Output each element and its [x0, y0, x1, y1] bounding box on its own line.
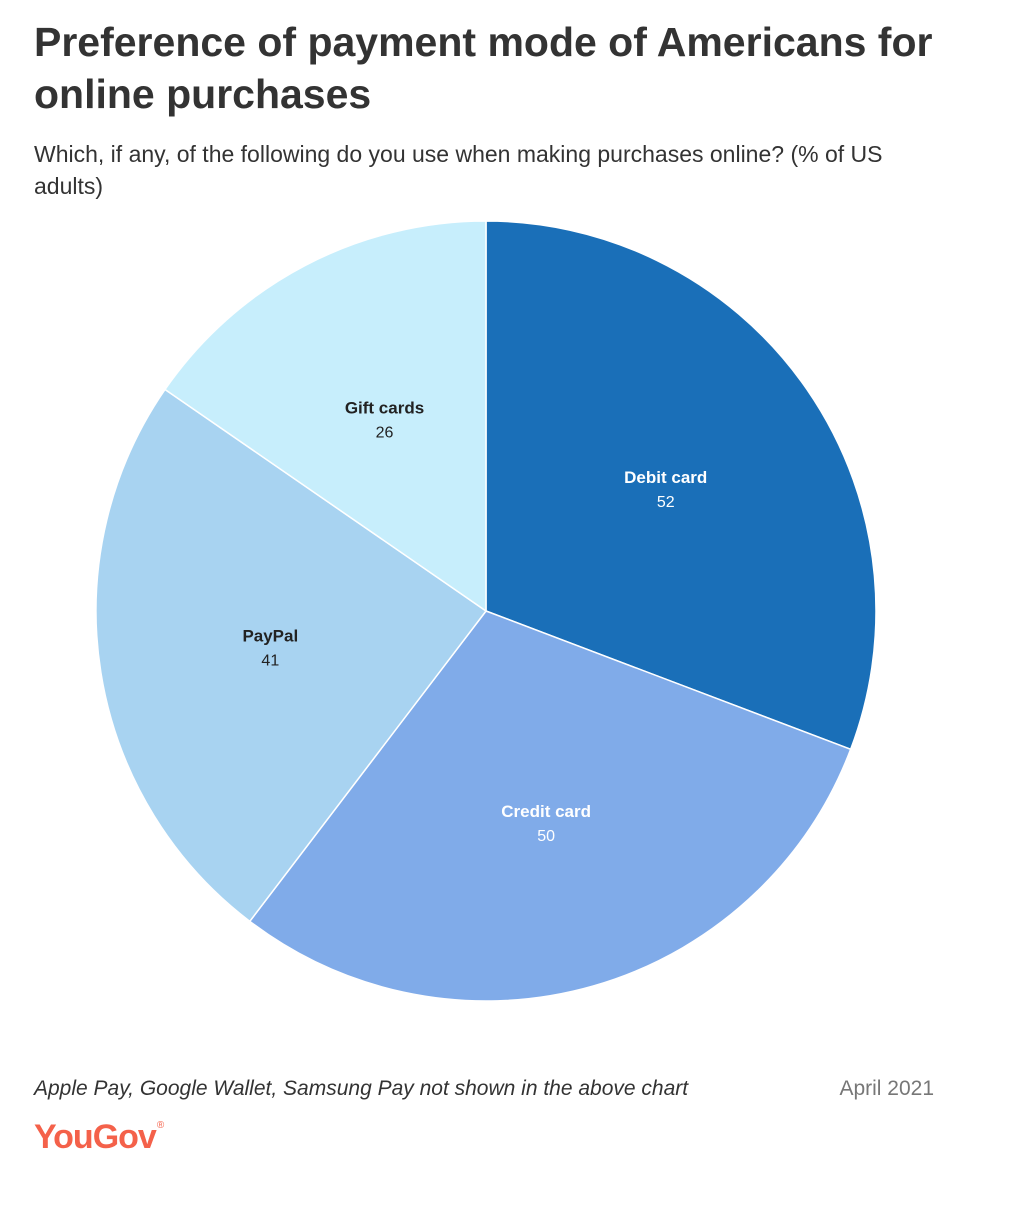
footnote: Apple Pay, Google Wallet, Samsung Pay no… [34, 1077, 689, 1100]
pie-slice-credit-card [248, 610, 852, 1002]
pie-chart: Debit card 52 Credit card 50 PayPal 41 Gift ca… [95, 220, 877, 1002]
slice-label-paypal: PayPal [242, 626, 298, 645]
slice-label-credit-card: Credit card [501, 802, 591, 821]
slice-value-debit-card: 52 [657, 494, 675, 511]
slice-label-gift-cards: Gift cards [345, 399, 424, 418]
pie-slice-debit-card [485, 220, 877, 751]
pie-slice-paypal [95, 388, 488, 923]
slice-label-debit-card: Debit card [624, 468, 707, 487]
pie-slice-gift-cards [163, 220, 487, 613]
date-label: April 2021 [839, 1077, 934, 1100]
slice-value-paypal: 41 [261, 652, 279, 669]
slice-value-gift-cards: 26 [376, 425, 394, 442]
logo-text: YouGov [34, 1118, 157, 1156]
slice-value-credit-card: 50 [537, 828, 555, 845]
yougov-logo: YouGov® [34, 1118, 164, 1157]
chart-title: Preference of payment mode of Americans … [34, 19, 933, 117]
chart-subtitle: Which, if any, of the following do you u… [34, 141, 883, 199]
registered-mark: ® [156, 1120, 164, 1131]
